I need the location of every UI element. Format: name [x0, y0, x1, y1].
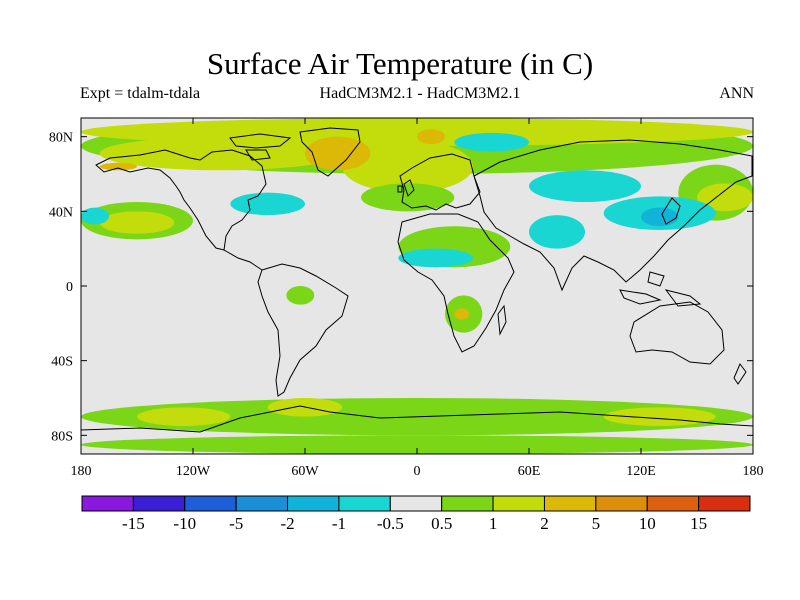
warming-region [99, 211, 175, 234]
experiment-label: Expt = tdalm-tdala [80, 85, 201, 102]
colorbar-swatch [338, 495, 391, 512]
coastline-madagascar [497, 304, 507, 336]
model-label: HadCM3M2.1 - HadCM3M2.1 [319, 85, 521, 102]
lat-tick-label: 80S [51, 429, 73, 444]
warming-region [417, 129, 445, 145]
cooling-region [529, 215, 585, 249]
lon-tick-label: 180 [71, 464, 92, 479]
warming-region [305, 136, 371, 171]
lat-tick-label: 80N [49, 131, 73, 146]
colorbar-swatch [646, 495, 700, 512]
colorbar-label: -0.5 [377, 514, 404, 533]
colorbar-label: -5 [229, 514, 243, 533]
warming-region [81, 435, 753, 454]
figure-title: Surface Air Temperature (in C) [206, 46, 594, 81]
colorbar-swatch [698, 495, 751, 512]
colorbar: -15 -10 -5 -2 -1 -0.5 0.5 1 2 5 10 15 [81, 495, 751, 533]
coastline-north-america [95, 149, 267, 251]
lat-tick-label: 40S [51, 355, 73, 370]
cooling-region [81, 207, 109, 225]
coastline-australia [629, 301, 725, 365]
coastline-africa [397, 213, 515, 353]
colorbar-label: -2 [280, 514, 294, 533]
cooling-region [529, 170, 641, 202]
coastline-japan [661, 197, 681, 225]
warming-region [454, 308, 470, 320]
lon-tick-label: 0 [414, 464, 421, 479]
colorbar-swatch [492, 495, 545, 512]
colorbar-swatch [235, 495, 289, 512]
warming-region [137, 407, 231, 426]
colorbar-label: -15 [122, 514, 145, 533]
warming-region [342, 140, 473, 193]
colorbar-label: -1 [332, 514, 346, 533]
colorbar-label: 10 [639, 514, 656, 533]
warming-region [99, 162, 137, 171]
warming-region [361, 183, 455, 212]
colorbar-swatch [287, 495, 340, 512]
lon-tick-label: 120W [176, 464, 211, 479]
colorbar-label: 15 [690, 514, 707, 533]
warming-region [603, 407, 716, 426]
lon-tick-label: 60W [291, 464, 319, 479]
colorbar-label: 5 [592, 514, 601, 533]
colorbar-label: 2 [540, 514, 549, 533]
colorbar-swatch [543, 495, 597, 512]
colorbar-swatch [81, 495, 134, 512]
coastline-indonesia [619, 271, 702, 307]
lon-tick-label: 120E [626, 464, 656, 479]
colorbar-label: 0.5 [431, 514, 452, 533]
season-label: ANN [719, 85, 754, 102]
lon-tick-label: 60E [518, 464, 541, 479]
coastline-british-isles [397, 179, 415, 197]
colorbar-label: -10 [173, 514, 196, 533]
colorbar-label: 1 [489, 514, 498, 533]
map-axes: 80N 40N 0 40S 80S 180 120W 60W 0 60E 120E 180 [49, 118, 764, 479]
lat-tick-label: 40N [49, 205, 73, 220]
coastline-greenland [299, 127, 361, 177]
colorbar-swatch [132, 495, 186, 512]
coastline-south-america [257, 263, 349, 397]
cooling-region [230, 192, 305, 216]
warming-region [286, 286, 315, 305]
colorbar-swatch [595, 495, 648, 512]
lon-tick-label: 180 [743, 464, 764, 479]
coastlines [81, 127, 753, 433]
cooling-region [641, 207, 679, 227]
coastline-new-zealand [733, 363, 747, 385]
colorbar-swatch [184, 495, 237, 512]
coastline-antarctica [81, 405, 753, 433]
lat-tick-label: 0 [66, 280, 73, 295]
colorbar-swatch [441, 495, 494, 512]
cooling-region [454, 132, 529, 152]
coastline-central-america [223, 249, 263, 271]
colorbar-swatch [389, 495, 443, 512]
cooling-region [398, 248, 473, 268]
warming-region [697, 183, 753, 212]
coastline-europe [399, 153, 481, 211]
coastline-arctic-islands [229, 133, 292, 161]
coastline-asia [473, 139, 753, 292]
